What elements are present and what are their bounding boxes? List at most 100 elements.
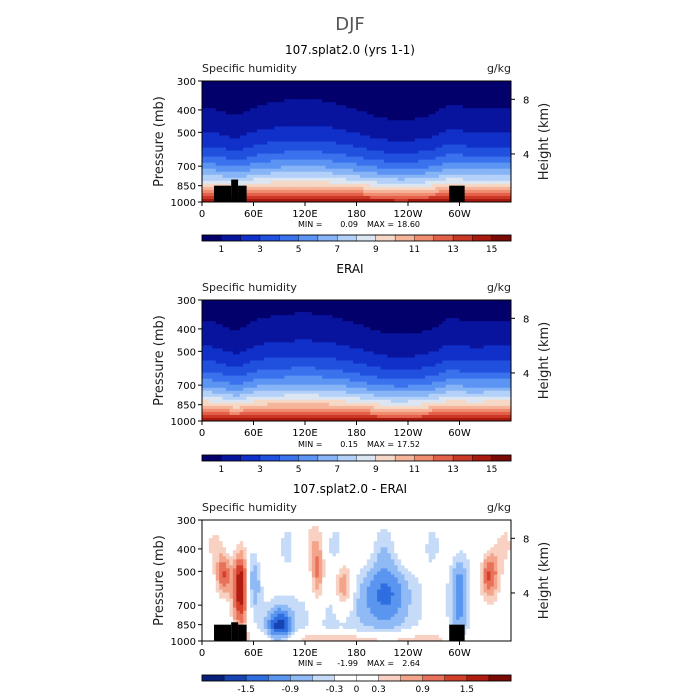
heatmap-cell (469, 180, 474, 185)
heatmap-cell (480, 195, 485, 200)
heatmap-cell (401, 321, 406, 325)
heatmap-cell (222, 108, 227, 112)
heatmap-cell (449, 138, 454, 143)
heatmap-cell (500, 168, 505, 173)
heatmap-cell (490, 198, 495, 202)
heatmap-cell (486, 165, 491, 170)
heatmap-cell (507, 135, 511, 140)
heatmap-cell (229, 318, 234, 322)
heatmap-cell (205, 102, 210, 106)
heatmap-cell (318, 114, 323, 118)
heatmap-cell (349, 339, 354, 343)
heatmap-cell (270, 87, 275, 91)
heatmap-cell (397, 189, 402, 194)
heatmap-cell (449, 120, 454, 124)
heatmap-cell (459, 141, 464, 146)
heatmap-cell (432, 186, 437, 191)
heatmap-cell (411, 183, 416, 188)
heatmap-cell (442, 300, 447, 304)
heatmap-cell (287, 117, 292, 121)
heatmap-cell (363, 153, 368, 158)
heatmap-cell (411, 129, 416, 134)
heatmap-cell (274, 99, 279, 103)
heatmap-cell (493, 330, 498, 334)
heatmap-cell (219, 111, 224, 115)
heatmap-cell (353, 303, 358, 307)
heatmap-cell (462, 147, 467, 152)
heatmap-cell (342, 318, 347, 322)
heatmap-cell (260, 120, 265, 124)
heatmap-cell (356, 108, 361, 112)
heatmap-cell (473, 339, 478, 343)
heatmap-cell (486, 120, 491, 124)
heatmap-cell (291, 135, 296, 140)
heatmap-cell (435, 144, 440, 149)
heatmap-cell (356, 87, 361, 91)
heatmap-cell (311, 147, 316, 152)
heatmap-cell (250, 339, 255, 343)
heatmap-cell (202, 141, 207, 146)
heatmap-cell (445, 93, 450, 97)
heatmap-cell (301, 141, 306, 146)
heatmap-cell (380, 144, 385, 149)
heatmap-cell (349, 300, 354, 304)
heatmap-cell (294, 333, 299, 337)
heatmap-cell (504, 177, 509, 182)
heatmap-cell (284, 177, 289, 182)
heatmap-cell (260, 189, 265, 194)
heatmap-cell (442, 336, 447, 340)
heatmap-cell (277, 126, 282, 131)
heatmap-cell (469, 300, 474, 304)
heatmap-cell (212, 321, 217, 325)
heatmap-cell (342, 303, 347, 307)
heatmap-cell (425, 147, 430, 152)
heatmap-cell (236, 153, 241, 158)
heatmap-cell (493, 309, 498, 313)
heatmap-cell (490, 120, 495, 124)
heatmap-cell (339, 336, 344, 340)
heatmap-cell (476, 153, 481, 158)
heatmap-cell (274, 168, 279, 173)
heatmap-cell (466, 306, 471, 310)
heatmap-cell (500, 171, 505, 176)
heatmap-cell (480, 315, 485, 319)
heatmap-cell (466, 144, 471, 149)
heatmap-cell (329, 117, 334, 121)
heatmap-cell (480, 81, 485, 85)
heatmap-cell (267, 90, 272, 94)
heatmap-cell (325, 339, 330, 343)
heatmap-cell (404, 87, 409, 91)
heatmap-cell (229, 114, 234, 118)
heatmap-cell (253, 132, 258, 137)
heatmap-cell (294, 180, 299, 185)
heatmap-cell (339, 117, 344, 121)
heatmap-cell (373, 171, 378, 176)
heatmap-cell (469, 138, 474, 143)
heatmap-cell (435, 132, 440, 137)
heatmap-cell (284, 144, 289, 149)
heatmap-cell (366, 114, 371, 118)
heatmap-cell (456, 180, 461, 185)
heatmap-cell (500, 159, 505, 164)
heatmap-cell (325, 90, 330, 94)
heatmap-cell (373, 117, 378, 121)
heatmap-cell (366, 129, 371, 134)
heatmap-cell (308, 96, 313, 100)
heatmap-cell (342, 138, 347, 143)
heatmap-cell (236, 84, 241, 88)
heatmap-cell (277, 105, 282, 109)
heatmap-cell (466, 333, 471, 337)
heatmap-cell (473, 162, 478, 167)
heatmap-cell (229, 330, 234, 334)
heatmap-cell (353, 315, 358, 319)
heatmap-cell (322, 156, 327, 161)
heatmap-cell (250, 90, 255, 94)
heatmap-cell (284, 309, 289, 313)
heatmap-cell (298, 147, 303, 152)
heatmap-cell (335, 303, 340, 307)
heatmap-cell (342, 84, 347, 88)
heatmap-cell (205, 342, 210, 346)
heatmap-cell (476, 96, 481, 100)
heatmap-cell (432, 327, 437, 331)
heatmap-cell (387, 171, 392, 176)
